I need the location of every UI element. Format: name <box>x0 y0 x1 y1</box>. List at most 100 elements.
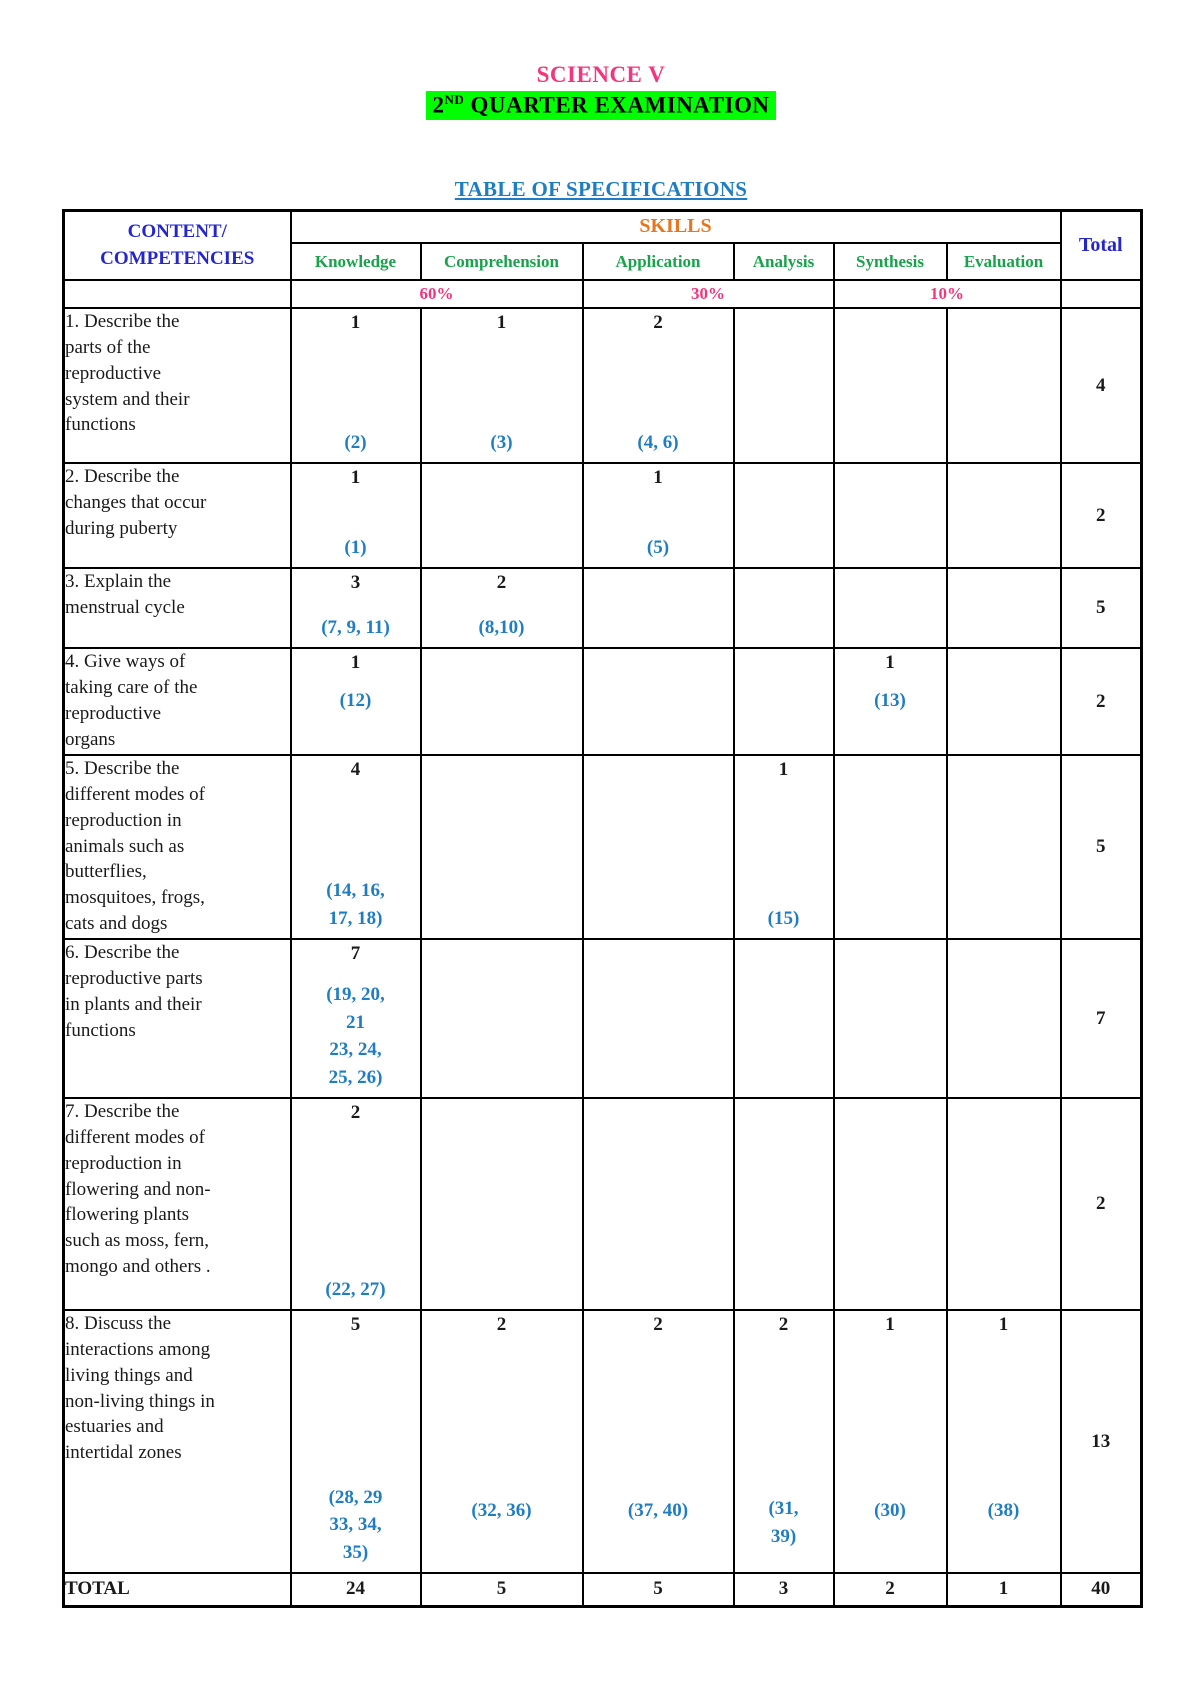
cell-synthesis: 1 (13) <box>832 647 948 757</box>
cell-comprehension <box>419 1097 584 1312</box>
cell-knowledge: 5 (28, 29 33, 34, 35) <box>289 1309 422 1575</box>
table-row: 3. Explain the menstrual cycle 3 (7, 9, 1… <box>62 567 1143 650</box>
column-header-comprehension: Comprehension <box>419 242 584 282</box>
competency-text: 2. Describe the changes that occur durin… <box>62 462 292 570</box>
exam-title-highlighted: 2ND QUARTER EXAMINATION <box>426 91 776 120</box>
question-count: 2 <box>350 1102 361 1124</box>
cell-synthesis <box>832 307 948 465</box>
cell-knowledge: 7 (19, 20, 21 23, 24, 25, 26) <box>289 938 422 1100</box>
header-row-skills: CONTENT/ COMPETENCIES SKILLS Total <box>62 209 1143 282</box>
cell-application: 1 (5) <box>581 462 735 570</box>
question-count <box>584 756 733 759</box>
column-header-knowledge: Knowledge <box>289 242 422 282</box>
question-count <box>584 940 733 943</box>
question-count: 1 <box>350 312 361 334</box>
total-row: TOTAL 24 5 5 3 2 1 40 <box>62 1572 1143 1608</box>
item-numbers: (32, 36) <box>471 1499 532 1521</box>
cell-synthesis <box>832 567 948 650</box>
cell-comprehension <box>419 938 584 1100</box>
question-count <box>948 569 1060 572</box>
item-numbers: (38) <box>987 1499 1020 1521</box>
table-row: 7. Describe the different modes of repro… <box>62 1097 1143 1312</box>
item-numbers: (1) <box>344 536 367 558</box>
cell-knowledge: 1 (2) <box>289 307 422 465</box>
cell-analysis <box>732 647 835 757</box>
cell-synthesis <box>832 462 948 570</box>
question-count <box>735 940 833 943</box>
item-numbers: (3) <box>490 431 513 453</box>
question-count: 1 <box>885 652 895 674</box>
cell-application: 2 (37, 40) <box>581 1309 735 1575</box>
cell-application <box>581 1097 735 1312</box>
item-numbers: (15) <box>767 907 800 929</box>
cell-evaluation <box>945 938 1062 1100</box>
question-count <box>735 309 833 312</box>
cell-knowledge: 3 (7, 9, 11) <box>289 567 422 650</box>
item-numbers: (13) <box>874 689 906 711</box>
item-numbers: (31, 39) <box>768 1498 799 1547</box>
competency-text: 3. Explain the menstrual cycle <box>62 567 292 650</box>
row-total: 7 <box>1059 938 1143 1100</box>
table-title: TABLE OF SPECIFICATIONS <box>454 176 748 201</box>
competency-text: 1. Describe the parts of the reproductiv… <box>62 307 292 465</box>
percentage-row: 60% 30% 10% <box>62 279 1143 310</box>
table-row: 5. Describe the different modes of repro… <box>62 754 1143 941</box>
percentage-60: 60% <box>289 279 584 310</box>
question-count: 5 <box>350 1314 361 1336</box>
row-total: 2 <box>1059 647 1143 757</box>
total-synthesis: 2 <box>832 1572 948 1608</box>
question-count <box>948 1099 1060 1102</box>
question-count <box>948 309 1060 312</box>
row-total: 5 <box>1059 567 1143 650</box>
cell-analysis <box>732 938 835 1100</box>
table-row: 6. Describe the reproductive parts in pl… <box>62 938 1143 1100</box>
cell-application <box>581 647 735 757</box>
cell-comprehension <box>419 462 584 570</box>
question-count <box>584 569 733 572</box>
question-count <box>948 756 1060 759</box>
item-numbers: (12) <box>339 689 372 711</box>
cell-comprehension <box>419 754 584 941</box>
subject-title: SCIENCE V <box>536 62 666 87</box>
cell-analysis: 1 (15) <box>732 754 835 941</box>
competency-text: 6. Describe the reproductive parts in pl… <box>62 938 292 1100</box>
cell-evaluation <box>945 754 1062 941</box>
row-total: 5 <box>1059 754 1143 941</box>
cell-analysis <box>732 307 835 465</box>
question-count <box>735 649 833 652</box>
question-count: 1 <box>350 652 361 674</box>
item-numbers: (8,10) <box>478 616 525 638</box>
item-numbers: (37, 40) <box>627 1499 689 1521</box>
cell-evaluation <box>945 307 1062 465</box>
percentage-10: 10% <box>832 279 1062 310</box>
question-count <box>835 756 946 759</box>
exam-title-row: 2ND QUARTER EXAMINATION <box>62 91 1140 120</box>
item-numbers: (5) <box>646 536 670 558</box>
cell-knowledge: 1 (12) <box>289 647 422 757</box>
cell-application <box>581 567 735 650</box>
question-count <box>835 309 946 312</box>
cell-synthesis <box>832 754 948 941</box>
item-numbers: (22, 27) <box>325 1278 386 1300</box>
cell-comprehension: 1 (3) <box>419 307 584 465</box>
question-count <box>735 1099 833 1102</box>
percentage-30: 30% <box>581 279 835 310</box>
cell-evaluation <box>945 647 1062 757</box>
item-numbers: (30) <box>874 1499 906 1521</box>
table-row: 2. Describe the changes that occur durin… <box>62 462 1143 570</box>
cell-analysis <box>732 567 835 650</box>
question-count: 1 <box>653 467 663 489</box>
question-count <box>584 1099 733 1102</box>
skills-header: SKILLS <box>289 209 1062 245</box>
percentage-row-empty-left <box>62 279 292 310</box>
cell-evaluation <box>945 567 1062 650</box>
total-evaluation: 1 <box>945 1572 1062 1608</box>
cell-knowledge: 4 (14, 16, 17, 18) <box>289 754 422 941</box>
item-numbers: (14, 16, 17, 18) <box>326 880 385 929</box>
total-knowledge: 24 <box>289 1572 422 1608</box>
row-total: 2 <box>1059 1097 1143 1312</box>
item-numbers: (7, 9, 11) <box>321 616 390 638</box>
question-count <box>735 464 833 467</box>
question-count <box>422 940 582 943</box>
question-count: 3 <box>350 572 361 594</box>
